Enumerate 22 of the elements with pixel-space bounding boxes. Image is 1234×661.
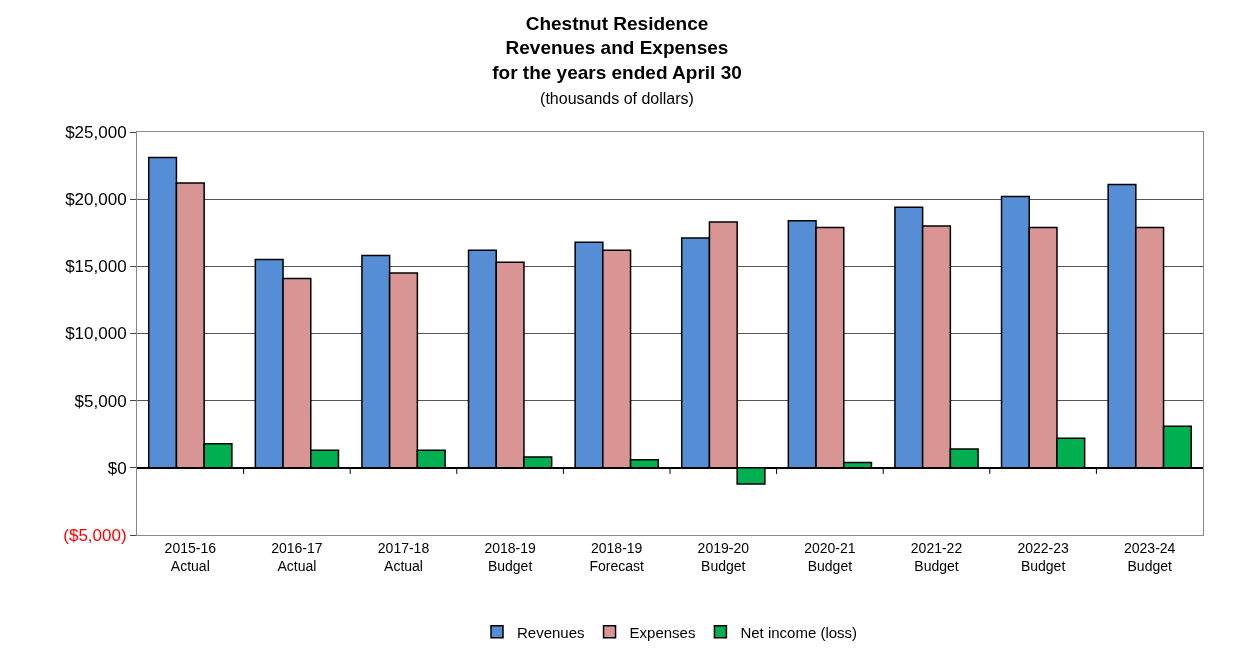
legend-label: Net income (loss) [740,623,858,641]
x-tick-label: 2019-20 Budget [697,539,750,574]
x-tick-label: 2015-16 Actual [164,539,217,574]
y-tick-label: $20,000 [65,190,127,210]
y-tick-label: $25,000 [65,122,127,142]
x-tick-label: 2021-22 Budget [910,539,963,574]
x-tick-label: 2022-23 Budget [1017,539,1069,574]
x-tick-label: 2017-18 Actual [377,539,430,574]
chart-subtitle: (thousands of dollars) [540,89,694,107]
x-tick-label: 2018-19 Forecast [589,539,645,574]
y-tick-label: $0 [107,458,127,478]
x-tick-label: 2020-21 Budget [804,539,856,574]
y-tick-label: $15,000 [65,257,127,277]
x-tick-label: 2016-17 Actual [271,539,323,574]
legend-label: Revenues [517,623,585,641]
y-tick-label: $10,000 [65,324,127,344]
y-tick-label: $5,000 [74,391,127,411]
y-tick-label: ($5,000) [63,525,127,545]
legend-label: Expenses [629,623,696,641]
x-tick-label: 2023-24 Budget [1124,539,1176,574]
chart-title: Chestnut Residence Revenues and Expenses for the years ended April 30 [492,12,742,84]
x-tick-label: 2018-19 Budget [484,539,536,574]
